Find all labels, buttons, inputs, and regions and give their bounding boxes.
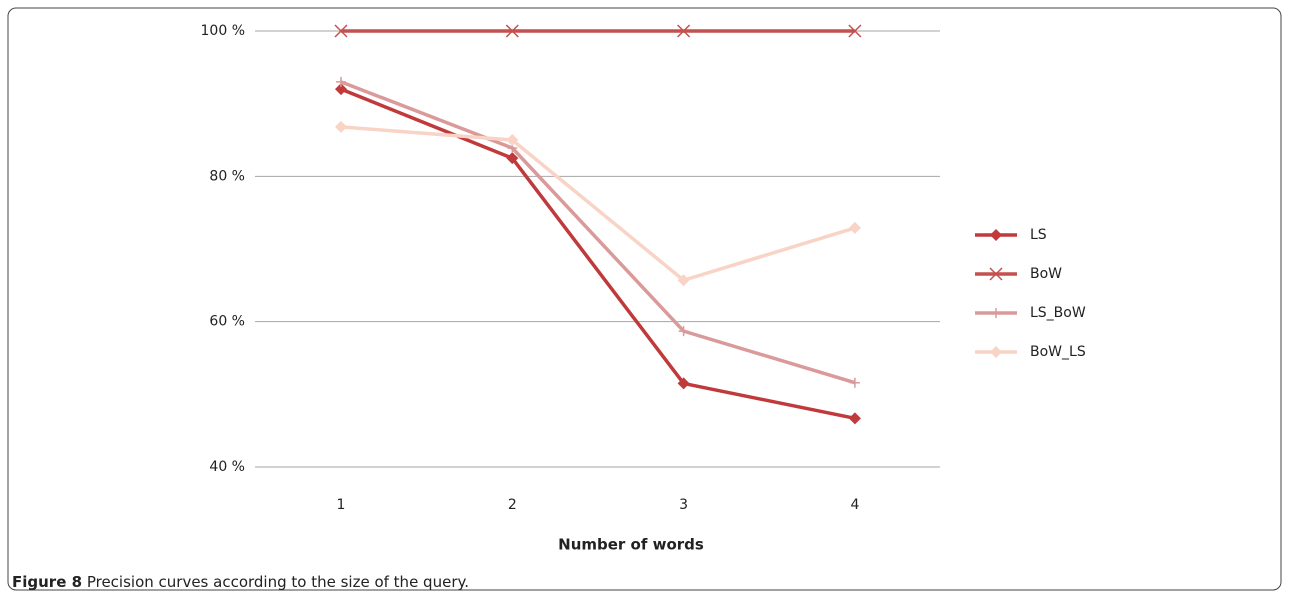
x-tick-label: 3 [679, 497, 688, 513]
legend-marker [989, 267, 1003, 281]
data-point [848, 412, 861, 425]
x-tick-label: 2 [508, 497, 517, 513]
legend-marker [990, 346, 1002, 358]
legend-marker [991, 308, 1001, 318]
series-line [340, 87, 856, 421]
legend-label: LS_BoW [1030, 305, 1086, 321]
y-tick-label: 100 % [201, 23, 245, 39]
data-point [335, 120, 347, 133]
series-line [340, 80, 856, 385]
y-tick-label: 40 % [209, 459, 245, 475]
caption-text: Precision curves according to the size o… [87, 573, 469, 591]
legend-label: BoW [1030, 266, 1062, 282]
data-point [506, 152, 519, 165]
data-point [334, 24, 348, 38]
figure-border [7, 7, 1282, 591]
legend-label: BoW_LS [1030, 344, 1086, 360]
data-point [506, 134, 519, 146]
data-point [849, 377, 860, 388]
data-point [335, 83, 347, 96]
x-tick-label: 1 [337, 497, 346, 513]
caption: Figure 8 Precision curves according to t… [12, 573, 469, 591]
y-tick-label: 80 % [209, 168, 245, 184]
x-axis-title: Number of words [558, 536, 704, 554]
legend-marker [990, 229, 1002, 241]
data-point [677, 24, 691, 38]
data-point [677, 377, 690, 390]
data-point [505, 24, 519, 38]
data-point [848, 24, 862, 38]
series-line [340, 125, 856, 282]
legend-label: LS [1030, 227, 1047, 243]
data-point [336, 76, 346, 87]
data-point [848, 221, 861, 234]
caption-label: Figure 8 [12, 573, 82, 591]
data-point [677, 274, 690, 287]
y-tick-label: 60 % [209, 314, 245, 330]
x-tick-label: 4 [850, 497, 859, 513]
data-point [678, 326, 689, 337]
